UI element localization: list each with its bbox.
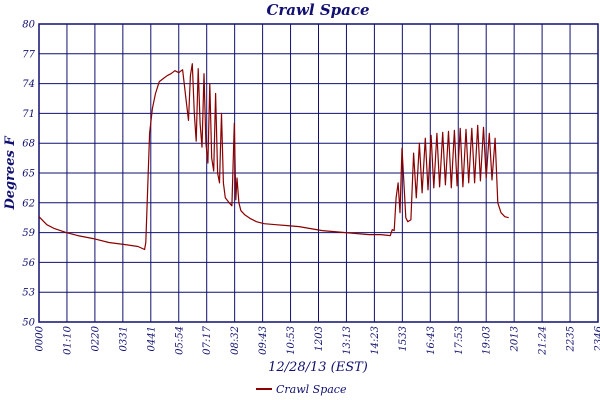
y-tick-label: 80 [22,20,35,31]
grid-lines [38,23,599,323]
chart-title: Crawl Space [266,1,369,19]
plot-frame [38,23,599,323]
x-tick-label: 10:53 [286,326,297,355]
x-tick-label: 16:43 [426,326,437,355]
x-tick-label: 21:24 [538,326,549,356]
x-tick-label: 19:03 [482,326,493,355]
x-tick-label: 05:54 [174,326,185,355]
y-axis-ticks: 80 77 74 71 68 65 62 59 56 53 50 [22,20,35,329]
legend: Crawl Space [256,383,347,396]
x-tick-label: 0331 [118,326,129,351]
y-tick-label: 59 [22,228,35,239]
series-line-crawl-space [38,63,509,251]
x-tick-label: 14:23 [370,326,381,355]
x-tick-label: 0000 [35,325,46,351]
y-tick-label: 62 [22,198,35,209]
y-tick-label: 74 [22,79,35,90]
x-tick-label: 1203 [314,326,325,351]
y-tick-label: 56 [22,258,35,269]
x-tick-label: 0220 [90,325,101,351]
x-tick-label: 2013 [510,326,521,352]
x-tick-label: 13:13 [342,326,353,355]
x-tick-label: 09:43 [258,326,269,355]
y-tick-label: 77 [22,49,35,60]
x-tick-label: 1533 [398,326,409,351]
y-tick-label: 68 [22,139,35,150]
x-axis-ticks: 0000 01:10 0220 0331 0441 05:54 07:17 08:32 09:4… [35,325,600,355]
x-tick-label: 17:53 [454,326,465,355]
x-tick-label: 0441 [146,326,157,351]
y-tick-label: 53 [22,288,35,299]
y-axis-label: Degrees F [3,136,18,211]
x-tick-label: 08:32 [230,326,241,355]
y-tick-label: 50 [22,318,35,329]
y-tick-label: 65 [22,169,35,180]
x-axis-label: 12/28/13 (EST) [268,360,368,375]
x-tick-label: 2235 [566,326,577,352]
legend-label: Crawl Space [276,383,347,396]
x-tick-label: 2346 [594,325,600,352]
x-tick-label: 07:17 [202,325,213,354]
x-tick-label: 01:10 [62,325,73,354]
y-tick-label: 71 [22,109,35,120]
